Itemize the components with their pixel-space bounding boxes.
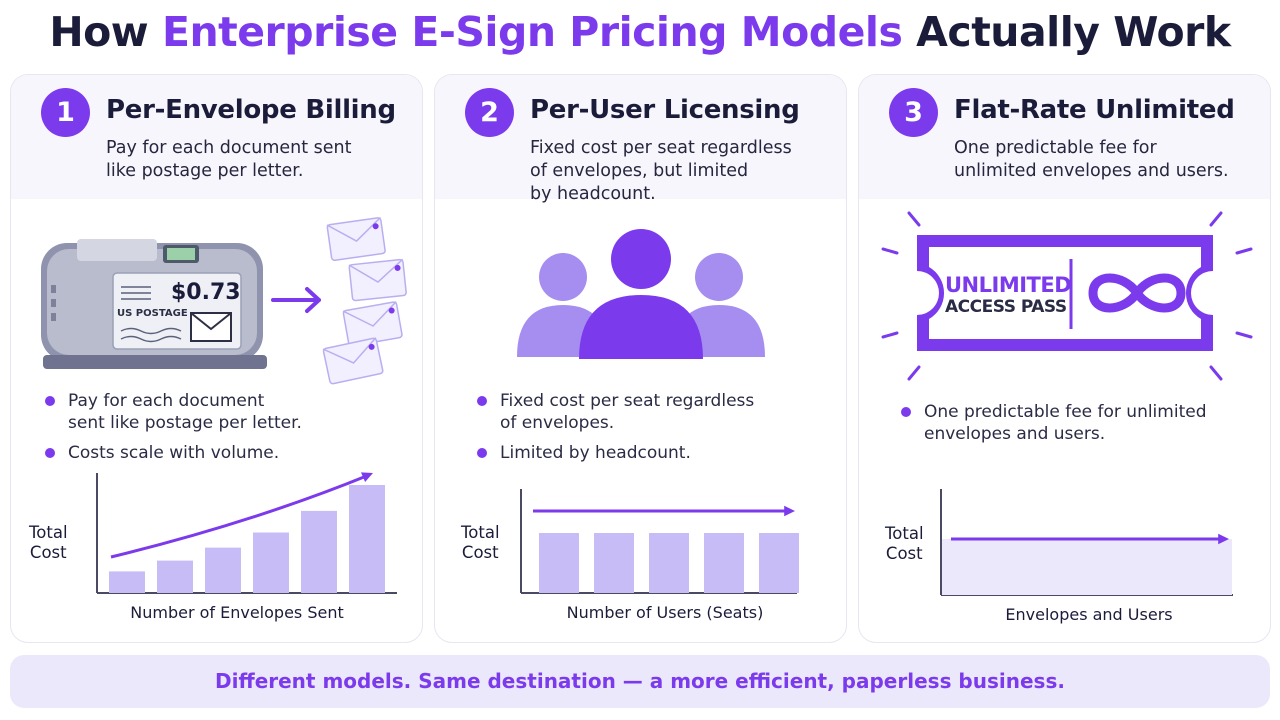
pass-subtitle: ACCESS PASS [945,297,1067,317]
step-badge-1: 1 [41,88,90,137]
panel-per-user: 2 Per-User Licensing Fixed cost per seat… [434,74,847,643]
cost-chart-envelopes [96,472,397,594]
trend-line [110,473,370,559]
desc-line: One predictable fee for [954,138,1157,158]
x-axis-label: Number of Envelopes Sent [130,603,344,622]
bar [759,533,799,593]
cost-chart-flat [940,489,1233,596]
bar [349,485,385,593]
panel-flat-rate: 3 Flat-Rate Unlimited One predictable fe… [858,74,1271,643]
bullet-item: Costs scale with volume. [42,442,302,464]
cost-chart-users [520,489,799,594]
bullet-list: Fixed cost per seat regardless of envelo… [474,390,764,472]
area-fill [942,539,1232,595]
panel-title: Per-Envelope Billing [106,95,396,125]
bar [539,533,579,593]
panel-title: Flat-Rate Unlimited [954,95,1235,125]
bar [594,533,634,593]
desc-line: Pay for each document sent [106,138,352,158]
footer-banner: Different models. Same destination — a m… [10,655,1270,708]
page-title: How Enterprise E-Sign Pricing Models Act… [0,8,1280,56]
bar [205,547,241,593]
x-axis-label: Number of Users (Seats) [566,603,764,622]
title-suffix: Actually Work [916,8,1231,56]
trend-arrowhead [1218,533,1229,545]
access-pass-ticket-icon [881,211,1253,381]
bar [301,510,337,593]
envelopes-icon [322,216,407,385]
desc-line: like postage per letter. [106,161,304,181]
stamp-price: $0.73 [171,280,241,305]
trend-arrowhead [361,472,373,483]
users-group-icon [517,229,765,359]
desc-line: unlimited envelopes and users. [954,161,1229,181]
y-axis-label: Total Cost [29,523,68,562]
title-prefix: How [49,8,149,56]
x-axis-label: Envelopes and Users [1005,605,1173,624]
y-axis-label: Total Cost [885,524,924,563]
panel-title: Per-User Licensing [530,95,800,125]
bar [649,533,689,593]
step-badge-3: 3 [889,88,938,137]
bullet-item: Fixed cost per seat regardless of envelo… [474,390,764,434]
panel-description: Pay for each document sent like postage … [106,137,352,183]
bullet-list: Pay for each document sent like postage … [42,390,302,472]
y-axis-label: Total Cost [461,523,500,562]
desc-line: by headcount. [530,184,656,204]
stamp-label: US POSTAGE [117,308,188,319]
postage-machine-icon [41,239,267,369]
panel-description: Fixed cost per seat regardless of envelo… [530,137,792,206]
bullet-list: One predictable fee for unlimited envelo… [898,401,1218,453]
arrow-right-icon [271,287,321,313]
bullet-item: One predictable fee for unlimited envelo… [898,401,1218,445]
desc-line: of envelopes, but limited [530,161,749,181]
panel-description: One predictable fee for unlimited envelo… [954,137,1229,183]
bar [109,571,145,593]
pass-title: UNLIMITED [945,273,1072,297]
title-highlight: Enterprise E-Sign Pricing Models [161,8,903,56]
step-badge-2: 2 [465,88,514,137]
bullet-item: Pay for each document sent like postage … [42,390,302,434]
bar [253,532,289,593]
bar [704,533,744,593]
desc-line: Fixed cost per seat regardless [530,138,792,158]
trend-arrowhead [784,505,795,517]
bar [157,560,193,593]
bullet-item: Limited by headcount. [474,442,764,464]
panel-per-envelope: 1 Per-Envelope Billing Pay for each docu… [10,74,423,643]
